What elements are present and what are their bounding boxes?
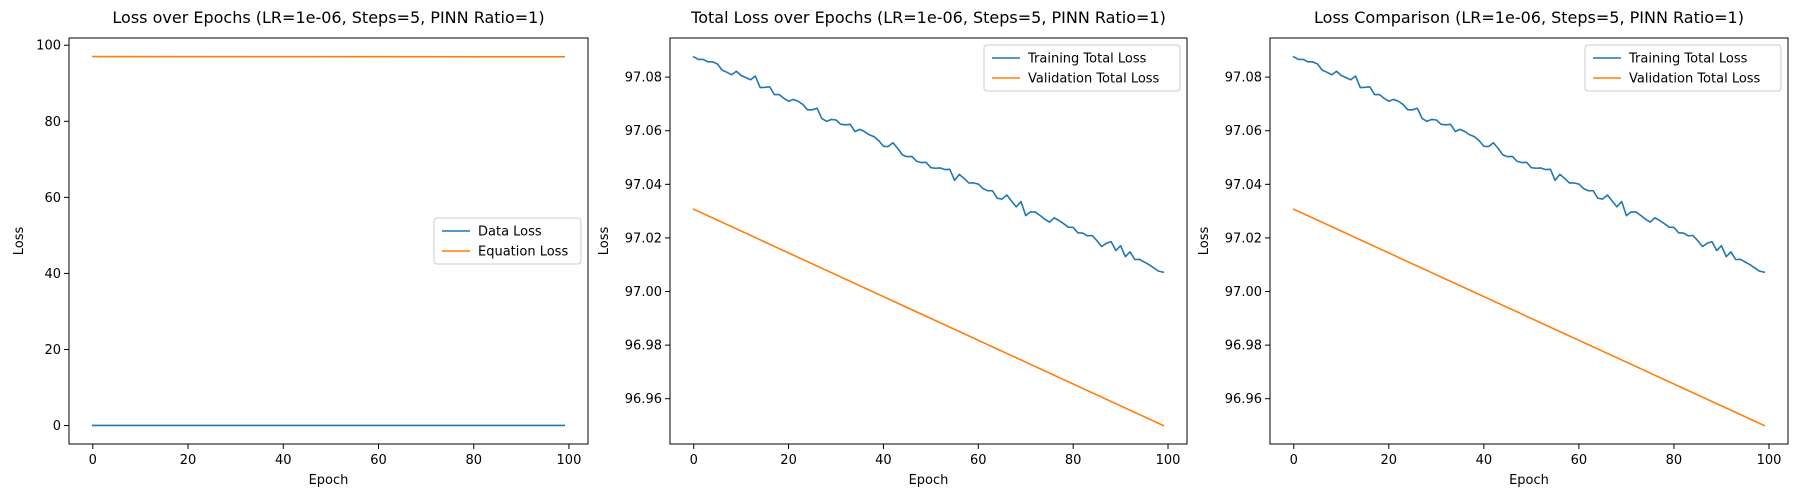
legend-entry: Equation Loss: [478, 245, 568, 260]
y-tick-label: 100: [36, 39, 61, 54]
series-line-training-total-loss: [1292, 55, 1766, 274]
y-tick-label: 97.04: [625, 178, 662, 193]
y-tick-label: 96.96: [1225, 392, 1262, 407]
x-axis-label: Epoch: [1509, 473, 1549, 488]
x-tick-label: 20: [780, 453, 797, 468]
series-line-validation-total-loss: [1292, 208, 1766, 427]
chart-panel-1: Loss over Epochs (LR=1e-06, Steps=5, PIN…: [12, 8, 589, 488]
y-tick-label: 96.98: [625, 339, 662, 354]
y-tick-label: 40: [44, 267, 61, 282]
x-axis-label: Epoch: [309, 473, 349, 488]
y-tick-label: 97.02: [625, 231, 662, 246]
y-tick-label: 97.08: [625, 71, 662, 86]
y-tick-label: 97.04: [1225, 178, 1262, 193]
axes-frame: [669, 37, 1188, 445]
y-tick-label: 97.02: [1225, 231, 1262, 246]
axes-frame: [1269, 37, 1789, 445]
x-tick-label: 80: [1666, 453, 1683, 468]
x-tick-label: 60: [1571, 453, 1588, 468]
y-tick-label: 60: [44, 191, 61, 206]
y-tick-label: 97.00: [625, 285, 662, 300]
chart-panel-2: Total Loss over Epochs (LR=1e-06, Steps=…: [597, 8, 1188, 488]
legend-entry: Training Total Loss: [1027, 52, 1147, 67]
legend-box: [1584, 44, 1782, 92]
chart-panel-3: Loss Comparison (LR=1e-06, Steps=5, PINN…: [1197, 8, 1789, 488]
series-line-validation-total-loss: [692, 208, 1165, 427]
x-tick-label: 40: [1476, 453, 1493, 468]
x-axis-label: Epoch: [909, 473, 949, 488]
y-tick-label: 20: [44, 343, 61, 358]
y-axis-label: Loss: [12, 227, 27, 256]
x-tick-label: 60: [970, 453, 987, 468]
y-tick-label: 0: [53, 419, 61, 434]
x-tick-label: 0: [89, 453, 97, 468]
y-tick-label: 97.06: [1225, 124, 1262, 139]
y-axis-label: Loss: [1197, 227, 1212, 256]
y-tick-label: 97.00: [1225, 285, 1262, 300]
x-tick-label: 60: [370, 453, 387, 468]
y-tick-label: 80: [44, 115, 61, 130]
y-tick-label: 96.98: [1225, 339, 1262, 354]
x-tick-label: 100: [1156, 453, 1181, 468]
legend-entry: Validation Total Loss: [1629, 72, 1761, 87]
chart-title: Total Loss over Epochs (LR=1e-06, Steps=…: [690, 8, 1166, 27]
x-tick-label: 0: [690, 453, 698, 468]
legend-entry: Training Total Loss: [1628, 52, 1748, 67]
axes-frame: [68, 37, 589, 445]
x-tick-label: 100: [557, 453, 582, 468]
y-axis-label: Loss: [597, 227, 612, 256]
x-tick-label: 20: [180, 453, 197, 468]
chart-title: Loss Comparison (LR=1e-06, Steps=5, PINN…: [1314, 8, 1744, 27]
x-tick-label: 100: [1757, 453, 1782, 468]
x-tick-label: 40: [875, 453, 892, 468]
x-tick-label: 40: [275, 453, 292, 468]
legend: Data Loss Equation Loss: [433, 217, 582, 265]
legend-entry: Data Loss: [478, 225, 542, 240]
series-line-training-total-loss: [692, 55, 1165, 274]
y-tick-label: 97.08: [1225, 71, 1262, 86]
legend: Training Total Loss Validation Total Loss: [1584, 44, 1782, 92]
x-tick-label: 20: [1381, 453, 1398, 468]
x-tick-label: 80: [465, 453, 482, 468]
x-tick-label: 0: [1290, 453, 1298, 468]
legend: Training Total Loss Validation Total Loss: [983, 44, 1181, 92]
legend-box: [983, 44, 1181, 92]
legend-box: [433, 217, 582, 265]
chart-title: Loss over Epochs (LR=1e-06, Steps=5, PIN…: [112, 8, 544, 27]
x-tick-label: 80: [1065, 453, 1082, 468]
y-tick-label: 96.96: [625, 392, 662, 407]
legend-entry: Validation Total Loss: [1028, 72, 1160, 87]
y-tick-label: 97.06: [625, 124, 662, 139]
